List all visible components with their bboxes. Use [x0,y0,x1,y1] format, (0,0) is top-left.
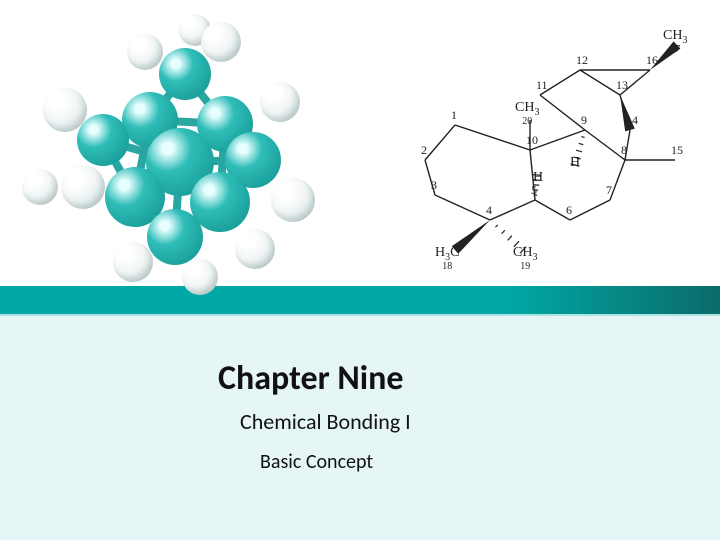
atom-hydrogen [182,259,218,295]
formula-label: H [570,155,580,171]
svg-text:10: 10 [526,133,538,147]
atom-hydrogen [260,82,300,122]
formula-label: CH319 [513,245,537,272]
atom-carbon [147,209,203,265]
svg-text:4: 4 [486,203,492,217]
formula-label: CH320 [515,100,539,127]
svg-text:13: 13 [616,78,628,92]
slide: 12345678910111213141516CH317CH320HHH3C18… [0,0,720,540]
svg-text:6: 6 [566,203,572,217]
formula-svg: 12345678910111213141516 [395,20,695,270]
svg-text:14: 14 [626,113,638,127]
atom-carbon [159,48,211,100]
chapter-title: Chapter Nine [218,358,404,399]
formula-label: H3C18 [435,245,459,272]
atom-hydrogen [22,169,58,205]
atom-hydrogen [113,242,153,282]
chapter-subtitle: Chemical Bonding I [240,408,411,435]
svg-text:16: 16 [646,53,658,67]
atom-hydrogen [235,229,275,269]
svg-text:3: 3 [431,178,437,192]
formula-label: CH317 [663,28,687,55]
atom-hydrogen [61,165,105,209]
formula-label: H [533,170,543,186]
svg-text:15: 15 [671,143,683,157]
structural-formula-diagram: 12345678910111213141516CH317CH320HHH3C18… [395,20,695,270]
svg-text:1: 1 [451,108,457,122]
svg-text:2: 2 [421,143,427,157]
chapter-subtitle-2: Basic Concept [260,450,373,474]
svg-text:12: 12 [576,53,588,67]
atom-carbon [77,114,129,166]
svg-text:8: 8 [621,143,627,157]
svg-text:7: 7 [606,183,612,197]
atom-hydrogen [271,178,315,222]
atom-hydrogen [201,22,241,62]
molecule-3d-illustration [25,12,315,292]
atom-hydrogen [127,34,163,70]
svg-text:9: 9 [581,113,587,127]
svg-text:11: 11 [536,78,548,92]
